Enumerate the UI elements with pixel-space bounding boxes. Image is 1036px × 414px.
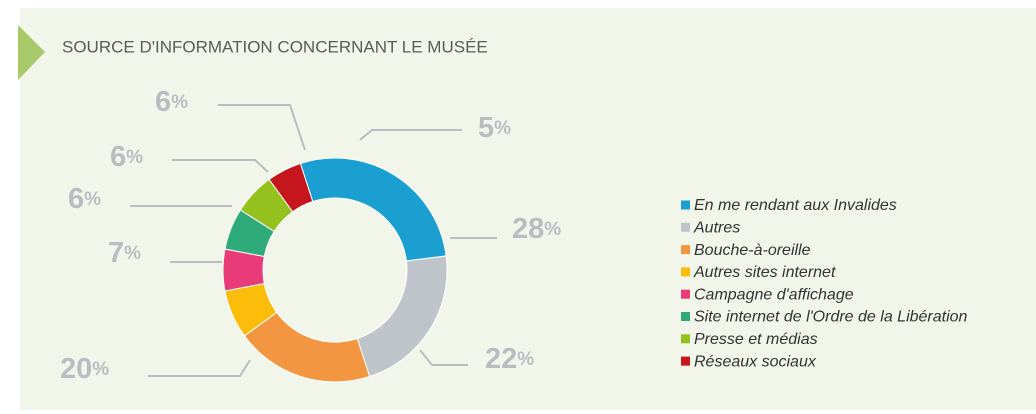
background — [20, 8, 1036, 410]
legend-swatch — [681, 245, 690, 255]
leader-line — [148, 359, 251, 377]
legend-label: Site internet de l'Ordre de la Libératio… — [694, 309, 968, 326]
legend-label: En me rendant aux Invalides — [694, 197, 897, 214]
title-marker — [18, 25, 45, 80]
data-label: 6% — [110, 141, 143, 173]
leader-line — [172, 159, 269, 173]
data-label: 28% — [512, 213, 561, 245]
data-label: 22% — [485, 343, 534, 375]
legend-label: Campagne d'affichage — [694, 286, 854, 303]
data-label: 5% — [478, 112, 511, 144]
legend-swatch — [681, 267, 690, 277]
leader-line — [218, 104, 306, 151]
legend-swatch — [681, 222, 690, 232]
legend-label: Bouche-à-oreille — [694, 242, 811, 259]
legend-label: Presse et médias — [694, 331, 818, 348]
legend-swatch — [681, 334, 690, 344]
data-label: 20% — [60, 353, 109, 385]
data-label: 6% — [155, 86, 188, 118]
chart-title: SOURCE D'INFORMATION CONCERNANT LE MUSÉE — [62, 37, 488, 56]
donut-slice — [299, 157, 447, 262]
legend-swatch — [681, 312, 690, 321]
legend-label: Autres sites internet — [693, 264, 836, 281]
legend-label: Réseaux sociaux — [694, 353, 817, 370]
legend-swatch — [681, 200, 690, 210]
leader-line — [359, 129, 462, 141]
leader-line — [419, 349, 468, 366]
legend-swatch — [681, 289, 690, 299]
data-label: 6% — [68, 183, 101, 215]
donut-slice — [268, 162, 314, 213]
data-label: 7% — [108, 237, 141, 269]
legend-label: Autres — [693, 220, 740, 237]
legend-swatch — [681, 356, 690, 366]
